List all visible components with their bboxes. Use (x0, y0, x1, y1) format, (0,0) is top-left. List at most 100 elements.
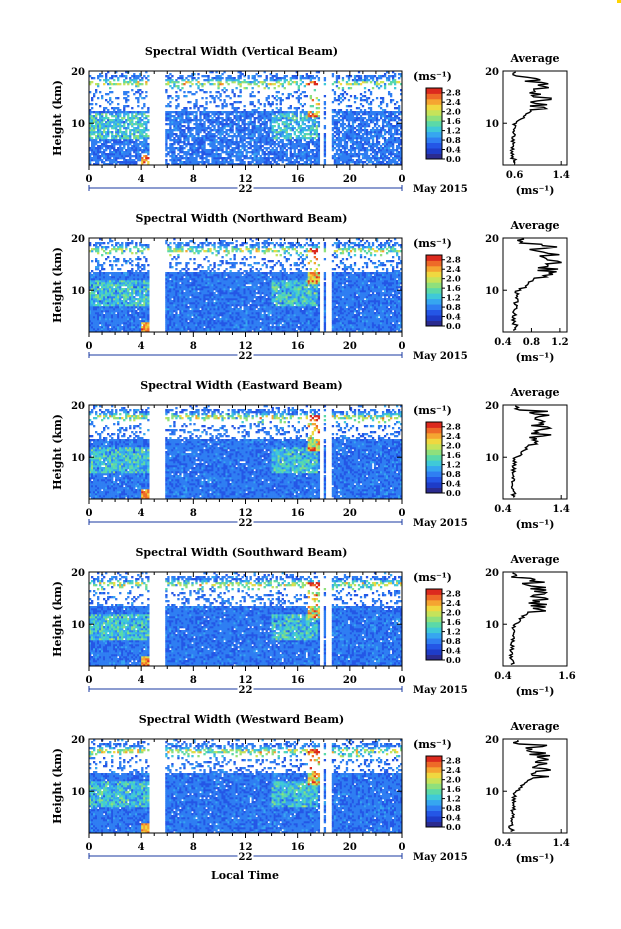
heatmap-cell (119, 318, 122, 321)
heatmap-cell (203, 121, 206, 124)
heatmap-cell (115, 290, 118, 293)
heatmap-cell (143, 244, 146, 247)
heatmap-cell (187, 123, 190, 126)
heatmap-cell (335, 119, 339, 122)
heatmap-cell (393, 129, 397, 132)
heatmap-cell (289, 133, 292, 136)
heatmap-cell (99, 322, 102, 325)
heatmap-cell (139, 113, 142, 116)
heatmap-cell (143, 105, 146, 108)
heatmap-cell (393, 127, 397, 130)
heatmap-cell (339, 131, 343, 134)
heatmap-cell (211, 79, 214, 82)
heatmap-cell (197, 125, 200, 128)
heatmap-cell (223, 99, 226, 102)
heatmap-cell (249, 113, 252, 116)
heatmap-cell (173, 141, 176, 144)
heatmap-cell (95, 91, 98, 94)
heatmap-cell (281, 93, 284, 96)
heatmap-cell (363, 157, 367, 160)
heatmap-cell (241, 115, 244, 118)
heatmap-cell (365, 143, 369, 146)
heatmap-cell (371, 163, 375, 166)
heatmap-cell (247, 135, 250, 138)
heatmap-cell (277, 155, 280, 158)
heatmap-cell (165, 131, 168, 134)
heatmap-cell (137, 320, 140, 323)
heatmap-cell (125, 262, 128, 265)
heatmap-cell (279, 113, 282, 116)
heatmap-cell (201, 113, 204, 116)
heatmap-cell (261, 151, 264, 154)
heatmap-cell (301, 81, 304, 84)
heatmap-cell (259, 141, 262, 144)
heatmap-cell (331, 109, 335, 112)
heatmap-cell (253, 135, 256, 138)
heatmap-cell (283, 75, 286, 78)
heatmap-cell (399, 73, 403, 76)
heatmap-cell (121, 143, 124, 146)
heatmap-cell (137, 316, 140, 319)
heatmap-cell (387, 159, 391, 162)
heatmap-cell (239, 127, 242, 130)
heatmap-cell (385, 103, 389, 106)
heatmap-cell (269, 119, 272, 122)
heatmap-cell (197, 143, 200, 146)
heatmap-cell (257, 121, 260, 124)
heatmap-cell (237, 115, 240, 118)
heatmap-cell (119, 306, 122, 309)
heatmap-cell (339, 109, 343, 112)
heatmap-cell (135, 316, 138, 319)
heatmap-cell (193, 117, 196, 120)
heatmap-cell (291, 163, 294, 166)
heatmap-cell (97, 145, 100, 148)
heatmap-cell (233, 163, 236, 166)
heatmap-cell (265, 157, 268, 160)
heatmap-cell (99, 129, 102, 132)
heatmap-cell (353, 113, 357, 116)
heatmap-cell (397, 143, 401, 146)
heatmap-cell (137, 258, 140, 261)
heatmap-cell (383, 151, 387, 154)
heatmap-cell (399, 133, 403, 136)
heatmap-cell (211, 163, 214, 166)
heatmap-cell (143, 137, 146, 140)
heatmap-cell (337, 111, 341, 114)
heatmap-cell (137, 117, 140, 120)
heatmap-cell (299, 77, 302, 80)
heatmap-cell (281, 117, 284, 120)
heatmap-cell (249, 151, 252, 154)
heatmap-cell (247, 131, 250, 134)
heatmap-cell (253, 123, 256, 126)
heatmap-cell (235, 155, 238, 158)
heatmap-cell (119, 312, 122, 315)
heatmap-cell (211, 159, 214, 162)
heatmap-cell (135, 280, 138, 283)
heatmap-cell (201, 153, 204, 156)
heatmap-cell (119, 274, 122, 277)
heatmap-cell (107, 296, 110, 299)
heatmap-cell (97, 123, 100, 126)
heatmap-cell (199, 115, 202, 118)
heatmap-cell (211, 141, 214, 144)
heatmap-cell (141, 286, 144, 289)
heatmap-cell (365, 163, 369, 166)
heatmap-cell (121, 290, 124, 293)
heatmap-cell (137, 268, 140, 271)
heatmap-cell (125, 244, 128, 247)
heatmap-cell (137, 298, 140, 301)
heatmap-cell (247, 141, 250, 144)
heatmap-cell (377, 77, 381, 80)
heatmap-cell (283, 153, 286, 156)
heatmap-cell (315, 113, 319, 116)
heatmap-cell (323, 95, 327, 98)
heatmap-cell (125, 304, 128, 307)
heatmap-cell (103, 304, 106, 307)
heatmap-cell (341, 99, 345, 102)
heatmap-cell (317, 139, 321, 142)
heatmap-cell (373, 163, 377, 166)
heatmap-cell (353, 95, 357, 98)
heatmap-cell (239, 85, 242, 88)
heatmap-cell (361, 119, 365, 122)
heatmap-cell (289, 151, 292, 154)
